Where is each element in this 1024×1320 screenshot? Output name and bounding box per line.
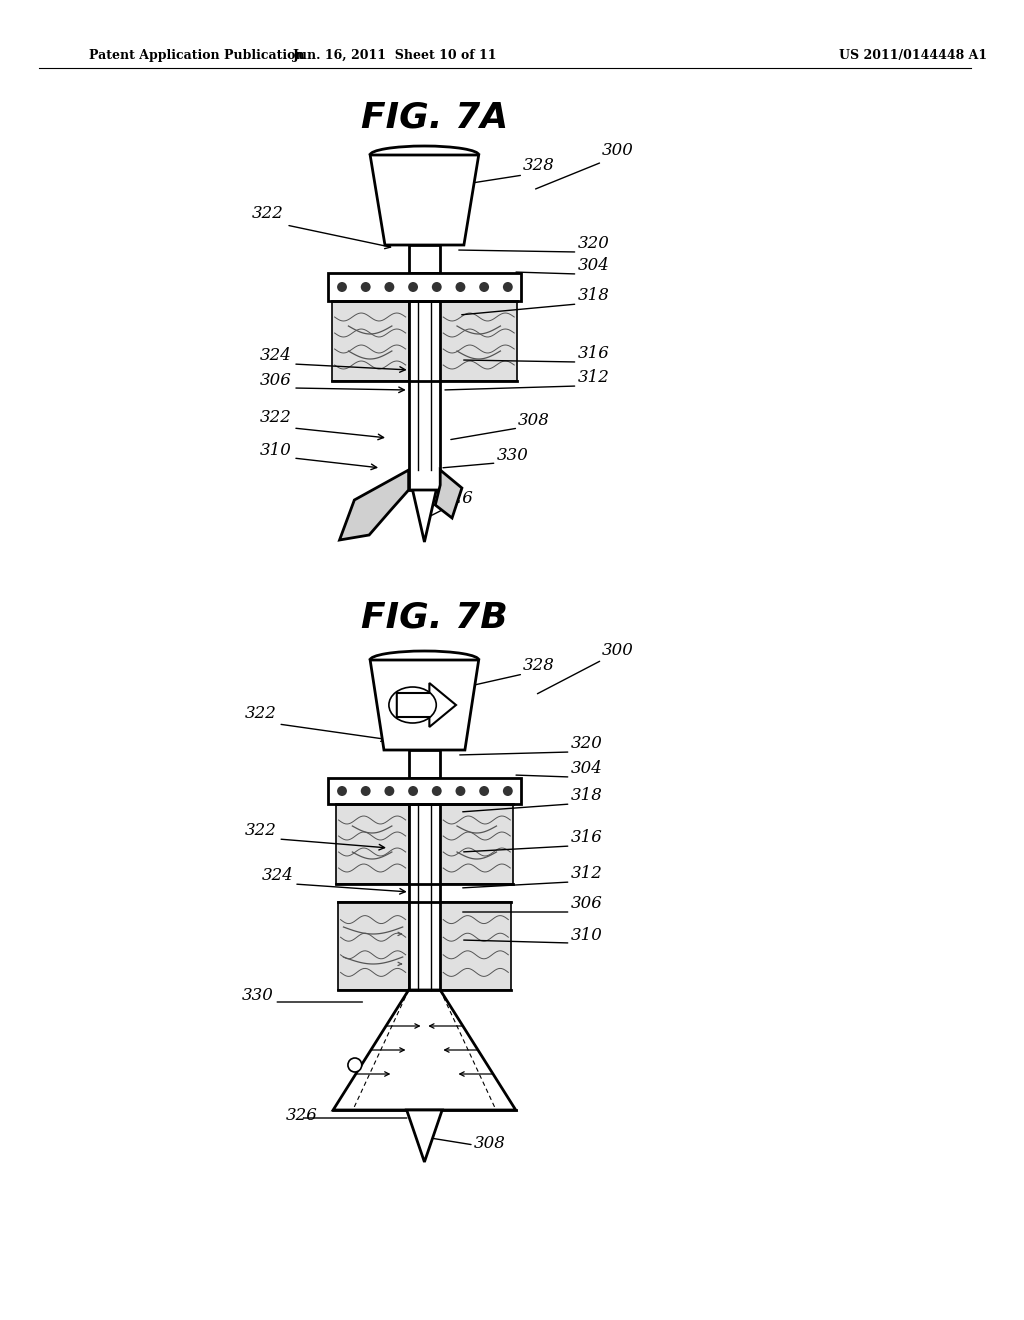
Text: 326: 326 — [442, 490, 474, 507]
Circle shape — [456, 785, 465, 796]
Text: 310: 310 — [260, 442, 292, 459]
Circle shape — [360, 282, 371, 292]
Circle shape — [479, 282, 489, 292]
Text: 304: 304 — [570, 760, 602, 777]
Text: 306: 306 — [260, 372, 292, 389]
Text: 328: 328 — [523, 657, 555, 675]
Text: 318: 318 — [578, 286, 609, 304]
Polygon shape — [328, 273, 520, 301]
Text: 328: 328 — [523, 157, 555, 174]
Text: Patent Application Publication: Patent Application Publication — [89, 49, 304, 62]
Circle shape — [409, 785, 418, 796]
Circle shape — [384, 282, 394, 292]
Polygon shape — [340, 470, 409, 540]
Circle shape — [409, 282, 418, 292]
Text: FIG. 7B: FIG. 7B — [360, 601, 508, 634]
Bar — [440, 804, 513, 884]
Text: 316: 316 — [570, 829, 602, 846]
Bar — [440, 902, 511, 990]
Text: 306: 306 — [570, 895, 602, 912]
Circle shape — [503, 785, 513, 796]
Text: 310: 310 — [570, 927, 602, 944]
Text: Jun. 16, 2011  Sheet 10 of 11: Jun. 16, 2011 Sheet 10 of 11 — [293, 49, 497, 62]
Bar — [338, 902, 409, 990]
Polygon shape — [407, 1110, 442, 1162]
Circle shape — [432, 282, 441, 292]
Polygon shape — [435, 470, 462, 517]
Text: 308: 308 — [474, 1135, 506, 1152]
Text: 308: 308 — [518, 412, 550, 429]
Text: FIG. 7A: FIG. 7A — [360, 100, 508, 135]
Circle shape — [384, 785, 394, 796]
Polygon shape — [328, 777, 520, 804]
Circle shape — [432, 785, 441, 796]
Bar — [440, 301, 517, 381]
Text: 300: 300 — [602, 642, 634, 659]
Circle shape — [456, 282, 465, 292]
Text: 318: 318 — [570, 787, 602, 804]
Bar — [332, 301, 409, 381]
Text: 312: 312 — [578, 370, 609, 385]
Circle shape — [503, 282, 513, 292]
Text: 326: 326 — [287, 1107, 318, 1125]
Circle shape — [337, 282, 347, 292]
Circle shape — [479, 785, 489, 796]
Circle shape — [360, 785, 371, 796]
Polygon shape — [409, 750, 440, 777]
Text: 330: 330 — [497, 447, 528, 465]
Polygon shape — [409, 246, 440, 273]
Polygon shape — [413, 490, 436, 543]
Polygon shape — [409, 301, 440, 490]
Text: 322: 322 — [260, 409, 292, 426]
Text: US 2011/0144448 A1: US 2011/0144448 A1 — [839, 49, 987, 62]
Text: 320: 320 — [570, 735, 602, 752]
Text: 312: 312 — [570, 865, 602, 882]
Text: 322: 322 — [252, 205, 284, 222]
Text: 324: 324 — [261, 867, 294, 884]
Polygon shape — [370, 660, 478, 750]
Text: 322: 322 — [245, 822, 276, 840]
Polygon shape — [409, 804, 440, 990]
Bar — [336, 804, 409, 884]
Text: 304: 304 — [578, 257, 609, 275]
Polygon shape — [370, 154, 478, 246]
Text: 330: 330 — [242, 987, 273, 1005]
Polygon shape — [333, 990, 516, 1110]
Text: 300: 300 — [602, 143, 634, 158]
Polygon shape — [396, 682, 456, 727]
Circle shape — [337, 785, 347, 796]
Text: 316: 316 — [578, 345, 609, 362]
Text: 322: 322 — [245, 705, 276, 722]
Text: 324: 324 — [260, 347, 292, 364]
Text: 320: 320 — [578, 235, 609, 252]
Circle shape — [348, 1059, 361, 1072]
